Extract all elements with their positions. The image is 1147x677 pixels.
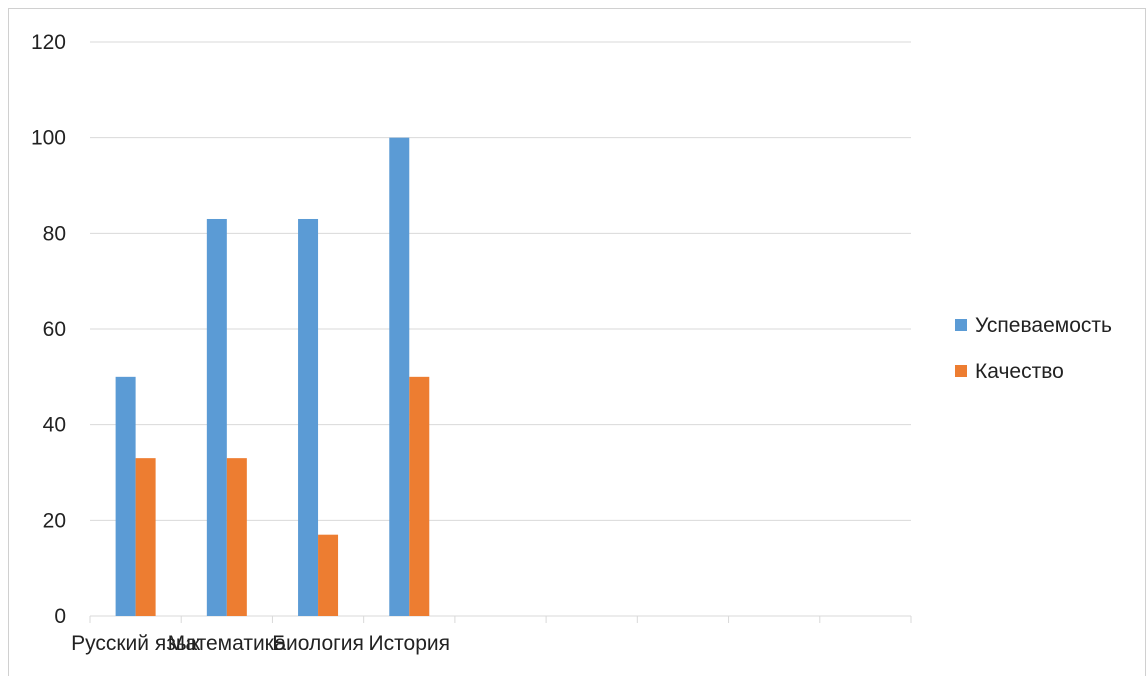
- bar-kachestvo-0: [135, 458, 156, 616]
- bar-kachestvo-2: [318, 534, 339, 616]
- y-tick-label: 0: [54, 605, 66, 628]
- x-tick-label: Биология: [272, 632, 364, 655]
- y-tick-label: 40: [43, 414, 66, 437]
- bar-uspevaemost-2: [298, 218, 319, 616]
- bar-kachestvo-1: [226, 458, 247, 616]
- y-tick-label: 60: [43, 318, 66, 341]
- legend-swatch: [955, 365, 967, 377]
- x-tick-label: История: [369, 632, 450, 655]
- bars: [115, 137, 430, 616]
- y-axis: 0 20 40 60 80 100 120: [31, 31, 66, 628]
- legend-swatch: [955, 319, 967, 331]
- bar-uspevaemost-1: [206, 218, 227, 616]
- legend-label: Успеваемость: [975, 314, 1112, 337]
- bar-uspevaemost-0: [115, 376, 136, 616]
- y-tick-label: 100: [31, 127, 66, 150]
- legend: Успеваемость Качество: [955, 314, 1112, 383]
- x-tick-label: Русский язык: [71, 632, 201, 655]
- x-tick-label: Математика: [168, 632, 287, 655]
- bar-kachestvo-3: [409, 376, 430, 616]
- bar-uspevaemost-3: [389, 137, 410, 616]
- legend-label: Качество: [975, 360, 1064, 383]
- chart-frame: [8, 8, 1146, 676]
- y-tick-label: 80: [43, 222, 66, 245]
- y-tick-label: 20: [43, 509, 66, 532]
- y-tick-label: 120: [31, 31, 66, 54]
